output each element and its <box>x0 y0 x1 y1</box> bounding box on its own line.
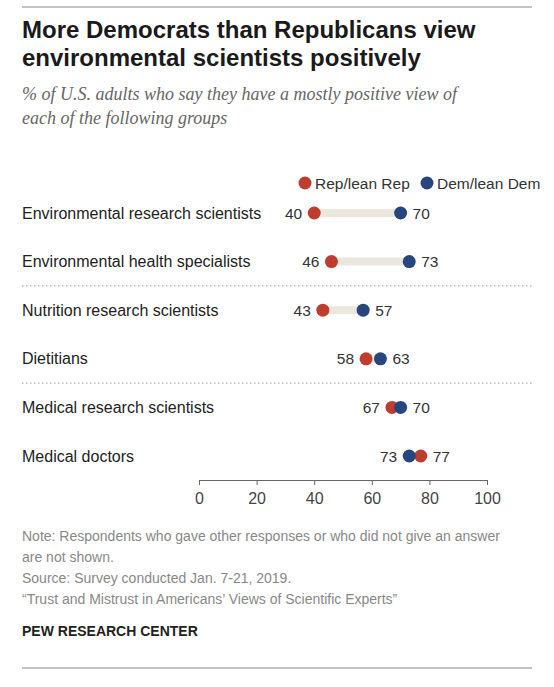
tick: 20 <box>248 480 266 507</box>
note: Note: Respondents who gave other respons… <box>22 528 500 565</box>
dot <box>316 304 329 317</box>
tick-label: 100 <box>474 490 501 507</box>
category-label: Nutrition research scientists <box>22 302 219 319</box>
tick-mark <box>199 480 200 485</box>
data-labels: 40 70 46 73 43 57 58 63 67 70 77 73 <box>285 205 450 465</box>
data-label: 73 <box>421 253 438 270</box>
x-axis: 0 20 40 60 80 100 <box>195 480 501 507</box>
tick-label: 20 <box>248 490 266 507</box>
bottom-rule <box>22 668 532 669</box>
legend-swatch <box>299 177 312 190</box>
tick: 100 <box>474 480 501 507</box>
separator <box>22 285 532 286</box>
data-label: 57 <box>375 302 392 319</box>
marks <box>308 207 428 463</box>
category-label: Medical research scientists <box>22 399 214 416</box>
separator <box>22 383 532 384</box>
dot <box>357 304 370 317</box>
dot <box>403 450 416 463</box>
axis-line <box>200 481 488 486</box>
tick-label: 60 <box>363 490 381 507</box>
category-label: Dietitians <box>22 350 88 367</box>
legend-label: Dem/lean Dem <box>437 175 540 192</box>
tick-mark <box>429 480 430 485</box>
data-label: 67 <box>363 399 380 416</box>
data-label: 46 <box>302 253 319 270</box>
category-label: Environmental health specialists <box>22 253 251 270</box>
dot <box>360 352 373 365</box>
tick-mark <box>257 480 258 485</box>
dot <box>394 207 407 220</box>
data-label: 70 <box>413 205 431 222</box>
tick-label: 80 <box>421 490 439 507</box>
dot <box>414 450 427 463</box>
data-label: 77 <box>433 448 450 465</box>
tick-mark <box>487 480 488 485</box>
data-label: 40 <box>285 205 303 222</box>
tick: 0 <box>195 480 204 507</box>
note: “Trust and Mistrust in Americans’ Views … <box>22 591 398 607</box>
top-rule <box>22 7 532 8</box>
tick: 40 <box>306 480 324 507</box>
data-label: 58 <box>337 350 354 367</box>
dot <box>394 401 407 414</box>
legend: Rep/lean Rep Dem/lean Dem <box>299 175 541 192</box>
tick-mark <box>372 480 373 485</box>
dot <box>403 255 416 268</box>
tick-mark <box>314 480 315 485</box>
tick: 80 <box>421 480 439 507</box>
connector <box>314 209 400 217</box>
dot <box>308 207 321 220</box>
tick: 60 <box>363 480 381 507</box>
note: Source: Survey conducted Jan. 7-21, 2019… <box>22 570 291 586</box>
data-label: 43 <box>294 302 311 319</box>
legend-label: Rep/lean Rep <box>315 175 410 192</box>
chart: More Democrats than Republicans viewenvi… <box>0 0 554 687</box>
credit: PEW RESEARCH CENTER <box>22 623 198 639</box>
subtitle: % of U.S. adults who say they have a mos… <box>22 84 460 128</box>
title: More Democrats than Republicans viewenvi… <box>22 16 476 71</box>
data-label: 73 <box>380 448 397 465</box>
legend-swatch <box>421 177 434 190</box>
dot <box>325 255 338 268</box>
tick-label: 0 <box>195 490 204 507</box>
data-label: 63 <box>392 350 409 367</box>
dot <box>374 352 387 365</box>
tick-label: 40 <box>306 490 324 507</box>
data-label: 70 <box>413 399 431 416</box>
connector <box>331 258 409 266</box>
category-label: Medical doctors <box>22 448 134 465</box>
category-label: Environmental research scientists <box>22 205 261 222</box>
